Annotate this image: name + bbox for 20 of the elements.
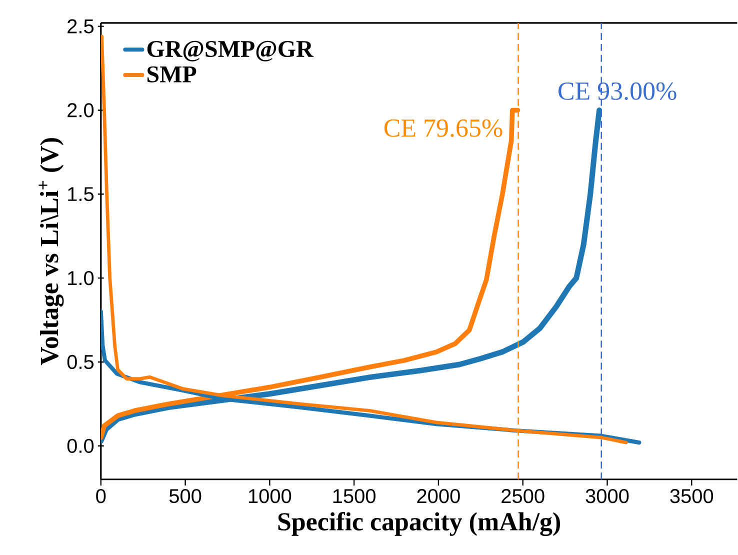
legend-label: SMP <box>147 66 196 82</box>
x-tick-label: 500 <box>169 488 202 503</box>
x-tick-label: 3500 <box>670 488 714 503</box>
ref-line-label: CE 93.00% <box>558 82 676 100</box>
x-tick-label: 3000 <box>586 488 629 503</box>
y-tick-label: 0.5 <box>67 354 94 369</box>
x-axis-title: Specific capacity (mAh/g) <box>278 512 560 536</box>
x-tick-label: 2500 <box>502 488 544 503</box>
y-tick-label: 1.5 <box>68 187 94 201</box>
y-tick-label: 0.0 <box>67 438 94 453</box>
x-tick-label: 1500 <box>333 488 376 503</box>
x-tick-label: 1000 <box>248 488 292 503</box>
ref-line-label: CE 79.65% <box>384 119 502 137</box>
x-tick-label: 2000 <box>417 488 460 503</box>
y-tick-label: 2.0 <box>68 102 94 118</box>
y-axis-title: Voltage vs Li\Li$^{+}$ (V) <box>38 138 64 365</box>
y-tick-label: 2.5 <box>68 19 94 34</box>
y-tick-label: 1.0 <box>68 270 94 285</box>
legend-label: GR@SMP@GR <box>147 40 314 62</box>
x-tick-label: 0 <box>96 488 106 503</box>
